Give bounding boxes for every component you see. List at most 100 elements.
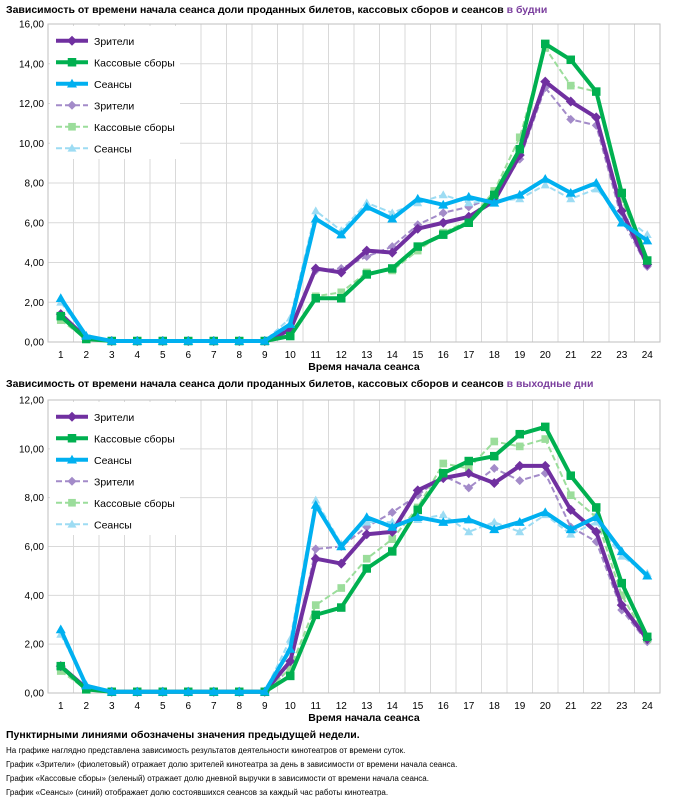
- chart1-series-1-point: [617, 188, 626, 198]
- chart2-legend-marker-1: [67, 434, 77, 443]
- chart1-series-5-point: [540, 180, 550, 189]
- chart1-series-1-point: [362, 270, 371, 279]
- chart2-series-4-point: [515, 442, 524, 451]
- chart2-xtick-label: 2: [83, 701, 89, 712]
- chart2-legend-marker-0: [67, 411, 77, 422]
- chart1-series-3-point: [438, 208, 448, 218]
- chart2-series-5-point: [438, 510, 448, 519]
- chart2-series-3-point: [387, 507, 397, 517]
- chart1-xtick-label: 10: [285, 350, 297, 361]
- chart2-series-2-point: [285, 644, 296, 653]
- chart2-series-2-point: [234, 686, 245, 696]
- chart2-series-4-point: [439, 459, 448, 468]
- chart2-series-4-point: [490, 437, 499, 446]
- chart2-series-5-point: [362, 517, 372, 526]
- chart2-legend-label-2: Сеансы: [94, 455, 132, 467]
- chart2-series-0-point: [565, 504, 576, 515]
- chart2-plot-area: [47, 399, 661, 694]
- chart2-series-1-point: [286, 671, 295, 681]
- chart2-series-2-point: [81, 680, 92, 690]
- chart2-xtick-label: 20: [540, 701, 552, 712]
- chart1-legend-label-3: Зрители: [94, 100, 134, 112]
- chart1-legend-marker-3: [67, 100, 77, 110]
- chart1-series-1-point: [643, 256, 652, 265]
- chart1-series-2-point: [208, 336, 219, 345]
- chart1-series-2-point: [132, 336, 143, 345]
- chart1-series-5-point: [387, 208, 397, 217]
- chart2-series-0-point: [514, 460, 525, 471]
- chart2-xtick-label: 5: [160, 701, 166, 712]
- chart1-series-0-point: [565, 96, 576, 107]
- chart2-legend: Зрители Кассовые сборы Сеансы Зрители Кассов…: [50, 402, 180, 535]
- chart1-legend-label-2: Сеансы: [94, 79, 132, 91]
- chart2-series-2-point: [438, 517, 449, 526]
- chart2-xtick-label: 18: [489, 701, 501, 712]
- chart2-series-2-point: [591, 512, 602, 521]
- chart2-ytick-label: 0,00: [25, 689, 45, 700]
- chart1-series-2-point: [336, 229, 347, 239]
- notes-heading: Пунктирными линиями обозначены значения …: [6, 729, 360, 741]
- chart1-series-2-point: [285, 319, 296, 328]
- chart2-legend-marker-2: [67, 454, 77, 464]
- chart1-series-2-point: [489, 197, 500, 207]
- chart1-series-5-point: [566, 194, 576, 203]
- chart1-ytick-label: 14,00: [19, 59, 44, 70]
- chart2-xtick-label: 21: [565, 701, 577, 712]
- chart1-legend-label-4: Кассовые сборы: [94, 122, 175, 134]
- chart1-series-2-point: [183, 336, 194, 345]
- chart2-legend-label-1: Кассовые сборы: [94, 433, 175, 445]
- chart1-ytick-label: 2,00: [25, 298, 45, 309]
- chart1-xtick-label: 14: [387, 350, 399, 361]
- chart1-xtick-label: 21: [565, 350, 577, 361]
- chart2-series-0-point: [361, 529, 372, 540]
- chart1-series-2-point: [55, 293, 66, 303]
- chart1-xtick-label: 3: [109, 350, 115, 361]
- chart2-series-0-point: [310, 553, 321, 564]
- chart2-xtick-label: 11: [311, 701, 322, 712]
- chart2-x-axis-label: Время начала сеанса: [308, 712, 420, 724]
- chart1-series-2-point: [387, 213, 398, 223]
- chart2-legend-box: [50, 402, 180, 535]
- chart2-series-1-point: [566, 471, 575, 480]
- chart1-series-2-point: [412, 193, 423, 203]
- chart1-series-2-point: [540, 174, 551, 183]
- chart1-xtick-label: 22: [591, 350, 603, 361]
- chart2-series-5-point: [387, 517, 397, 526]
- chart1-title-text: Зависимость от времени начала сеанса дол…: [6, 4, 504, 16]
- chart1-series-1-point: [464, 218, 473, 227]
- chart1-series-0-point: [438, 217, 449, 228]
- chart1-series-5-point: [591, 184, 601, 193]
- chart1-legend-label-1: Кассовые сборы: [94, 57, 175, 69]
- chart1-series-1-point: [439, 230, 448, 239]
- chart2-series-0-point: [591, 526, 602, 537]
- chart1-ytick-label: 8,00: [25, 179, 45, 190]
- chart2-xtick-label: 14: [387, 701, 399, 712]
- chart1-series-2-point: [81, 331, 92, 340]
- chart1-ytick-label: 6,00: [25, 218, 45, 229]
- chart1-series-1-point: [490, 190, 499, 200]
- chart1-series-0-point: [591, 112, 602, 123]
- chart1-xtick-label: 6: [185, 350, 191, 361]
- chart-weekdays: 0,00 2,00 4,00 6,00 8,00 10,00 12,00 14,00 16,00…: [19, 20, 661, 373]
- notes: Пунктирными линиями обозначены значения …: [6, 729, 686, 800]
- chart2-xtick-label: 12: [336, 701, 348, 712]
- chart2-xtick-label: 6: [185, 701, 191, 712]
- chart1-xtick-label: 4: [134, 350, 140, 361]
- chart2-series-1-point: [56, 661, 65, 671]
- chart2-series-3-point: [515, 476, 525, 486]
- chart1-xtick-label: 11: [311, 350, 322, 361]
- chart1-legend: Зрители Кассовые сборы Сеансы Зрители Кассов…: [50, 26, 180, 159]
- chart2-series-4-point: [566, 491, 575, 500]
- chart1-ytick-label: 10,00: [19, 139, 44, 150]
- chart1-series-2-point: [616, 217, 627, 227]
- chart1-xtick-label: 1: [58, 350, 64, 361]
- chart2-series-1-point: [464, 456, 473, 466]
- chart2-series-5-point: [515, 527, 525, 536]
- chart2-series-2-point: [642, 570, 653, 580]
- chart1-xtick-label: 5: [160, 350, 166, 361]
- chart1-series-0-point: [387, 247, 398, 258]
- chart1-x-axis-label: Время начала сеанса: [308, 361, 420, 373]
- chart2-series-5-point: [464, 527, 474, 536]
- chart1-series-1-point: [311, 294, 320, 303]
